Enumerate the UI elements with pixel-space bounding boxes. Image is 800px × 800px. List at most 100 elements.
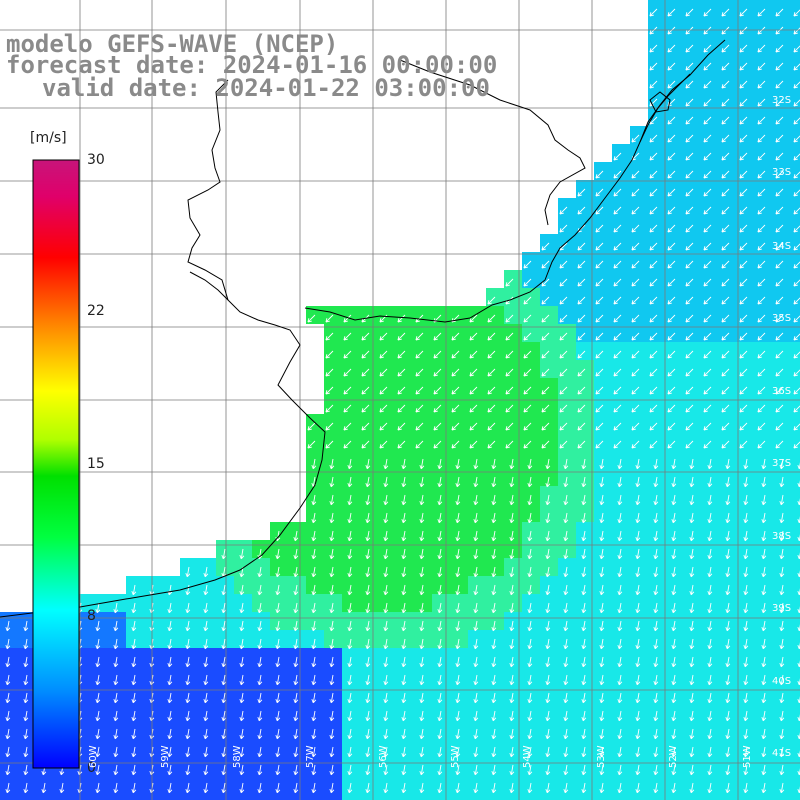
- wind-arrow: [613, 242, 622, 251]
- wind-arrow: [721, 116, 730, 125]
- wind-arrow: [577, 206, 586, 215]
- wind-arrow: [631, 332, 640, 341]
- wind-arrow: [203, 656, 209, 668]
- field-cell: [558, 792, 576, 800]
- wind-arrow: [365, 476, 371, 488]
- wind-arrow: [725, 620, 731, 632]
- wind-arrow: [419, 656, 425, 668]
- wind-arrow: [743, 548, 749, 560]
- field-cell: [792, 558, 800, 576]
- wind-arrow: [347, 620, 353, 632]
- field-cell: [792, 342, 800, 360]
- wind-arrow: [527, 710, 533, 722]
- field-cell: [738, 792, 756, 800]
- wind-arrow: [581, 620, 587, 632]
- wind-arrow: [649, 170, 658, 179]
- field-cell: [450, 792, 468, 800]
- wind-arrow: [433, 368, 442, 377]
- wind-arrow: [379, 368, 388, 377]
- wind-arrow: [167, 620, 173, 632]
- wind-arrow: [221, 638, 227, 650]
- wind-arrow: [383, 746, 389, 758]
- wind-arrow: [707, 494, 713, 506]
- field-cell: [792, 198, 800, 216]
- wind-arrow: [649, 188, 658, 197]
- wind-arrow: [491, 548, 497, 560]
- wind-arrow: [455, 494, 461, 506]
- wind-arrow: [347, 476, 353, 488]
- wind-arrow: [743, 584, 749, 596]
- wind-arrow: [739, 332, 748, 341]
- wind-arrow: [437, 584, 443, 596]
- wind-arrow: [563, 764, 569, 776]
- wind-arrow: [437, 620, 443, 632]
- wind-arrow: [631, 188, 640, 197]
- wind-arrow: [505, 422, 514, 431]
- wind-arrow: [775, 206, 784, 215]
- wind-arrow: [653, 782, 659, 794]
- wind-arrow: [779, 476, 785, 488]
- wind-arrow: [541, 332, 550, 341]
- wind-arrow: [257, 674, 263, 686]
- wind-arrow: [379, 422, 388, 431]
- wind-arrow: [707, 782, 713, 794]
- wind-arrow: [221, 710, 227, 722]
- wind-arrow: [671, 602, 677, 614]
- wind-arrow: [649, 260, 658, 269]
- wind-arrow: [397, 368, 406, 377]
- wind-arrow: [761, 458, 767, 470]
- wind-arrow: [5, 728, 11, 740]
- wind-arrow: [5, 692, 11, 704]
- wind-arrow: [491, 584, 497, 596]
- field-cell: [792, 90, 800, 108]
- wind-arrow: [667, 332, 676, 341]
- wind-arrow: [383, 566, 389, 578]
- wind-arrow: [721, 386, 730, 395]
- wind-arrow: [293, 746, 299, 758]
- wind-arrow: [365, 728, 371, 740]
- wind-arrow: [293, 620, 299, 632]
- field-cell: [396, 792, 414, 800]
- field-cell: [288, 792, 306, 800]
- wind-arrow: [707, 656, 713, 668]
- wind-arrow: [455, 458, 461, 470]
- wind-arrow: [509, 746, 515, 758]
- wind-arrow: [415, 422, 424, 431]
- wind-arrow: [559, 422, 568, 431]
- wind-arrow: [685, 170, 694, 179]
- wind-arrow: [685, 26, 694, 35]
- wind-arrow: [721, 260, 730, 269]
- wind-arrow: [365, 566, 371, 578]
- wind-arrow: [545, 548, 551, 560]
- wind-arrow: [325, 440, 334, 449]
- wind-arrow: [725, 566, 731, 578]
- title-forecast-date: forecast date: 2024-01-16 00:00:00: [6, 51, 498, 79]
- wind-arrow: [761, 548, 767, 560]
- wind-arrow: [59, 782, 65, 794]
- wind-arrow: [437, 476, 443, 488]
- coastline-argentina-river-plate: [0, 271, 326, 618]
- wind-arrow: [667, 260, 676, 269]
- lon-label: 56W: [378, 745, 389, 768]
- wind-arrow: [95, 656, 101, 668]
- wind-arrow: [703, 296, 712, 305]
- wind-arrow: [649, 368, 658, 377]
- wind-arrow: [613, 350, 622, 359]
- wind-arrow: [343, 422, 352, 431]
- field-cell: [468, 792, 486, 800]
- wind-arrow: [491, 710, 497, 722]
- wind-arrow: [167, 674, 173, 686]
- wind-arrow: [725, 674, 731, 686]
- wind-arrow: [401, 782, 407, 794]
- wind-arrow: [419, 674, 425, 686]
- field-cell: [576, 792, 594, 800]
- wind-arrow: [671, 638, 677, 650]
- wind-arrow: [721, 188, 730, 197]
- wind-arrow: [545, 530, 551, 542]
- wind-arrow: [185, 584, 191, 596]
- wind-arrow: [329, 728, 335, 740]
- wind-arrow: [757, 296, 766, 305]
- wind-arrow: [689, 548, 695, 560]
- wind-arrow: [361, 422, 370, 431]
- wind-arrow: [649, 332, 658, 341]
